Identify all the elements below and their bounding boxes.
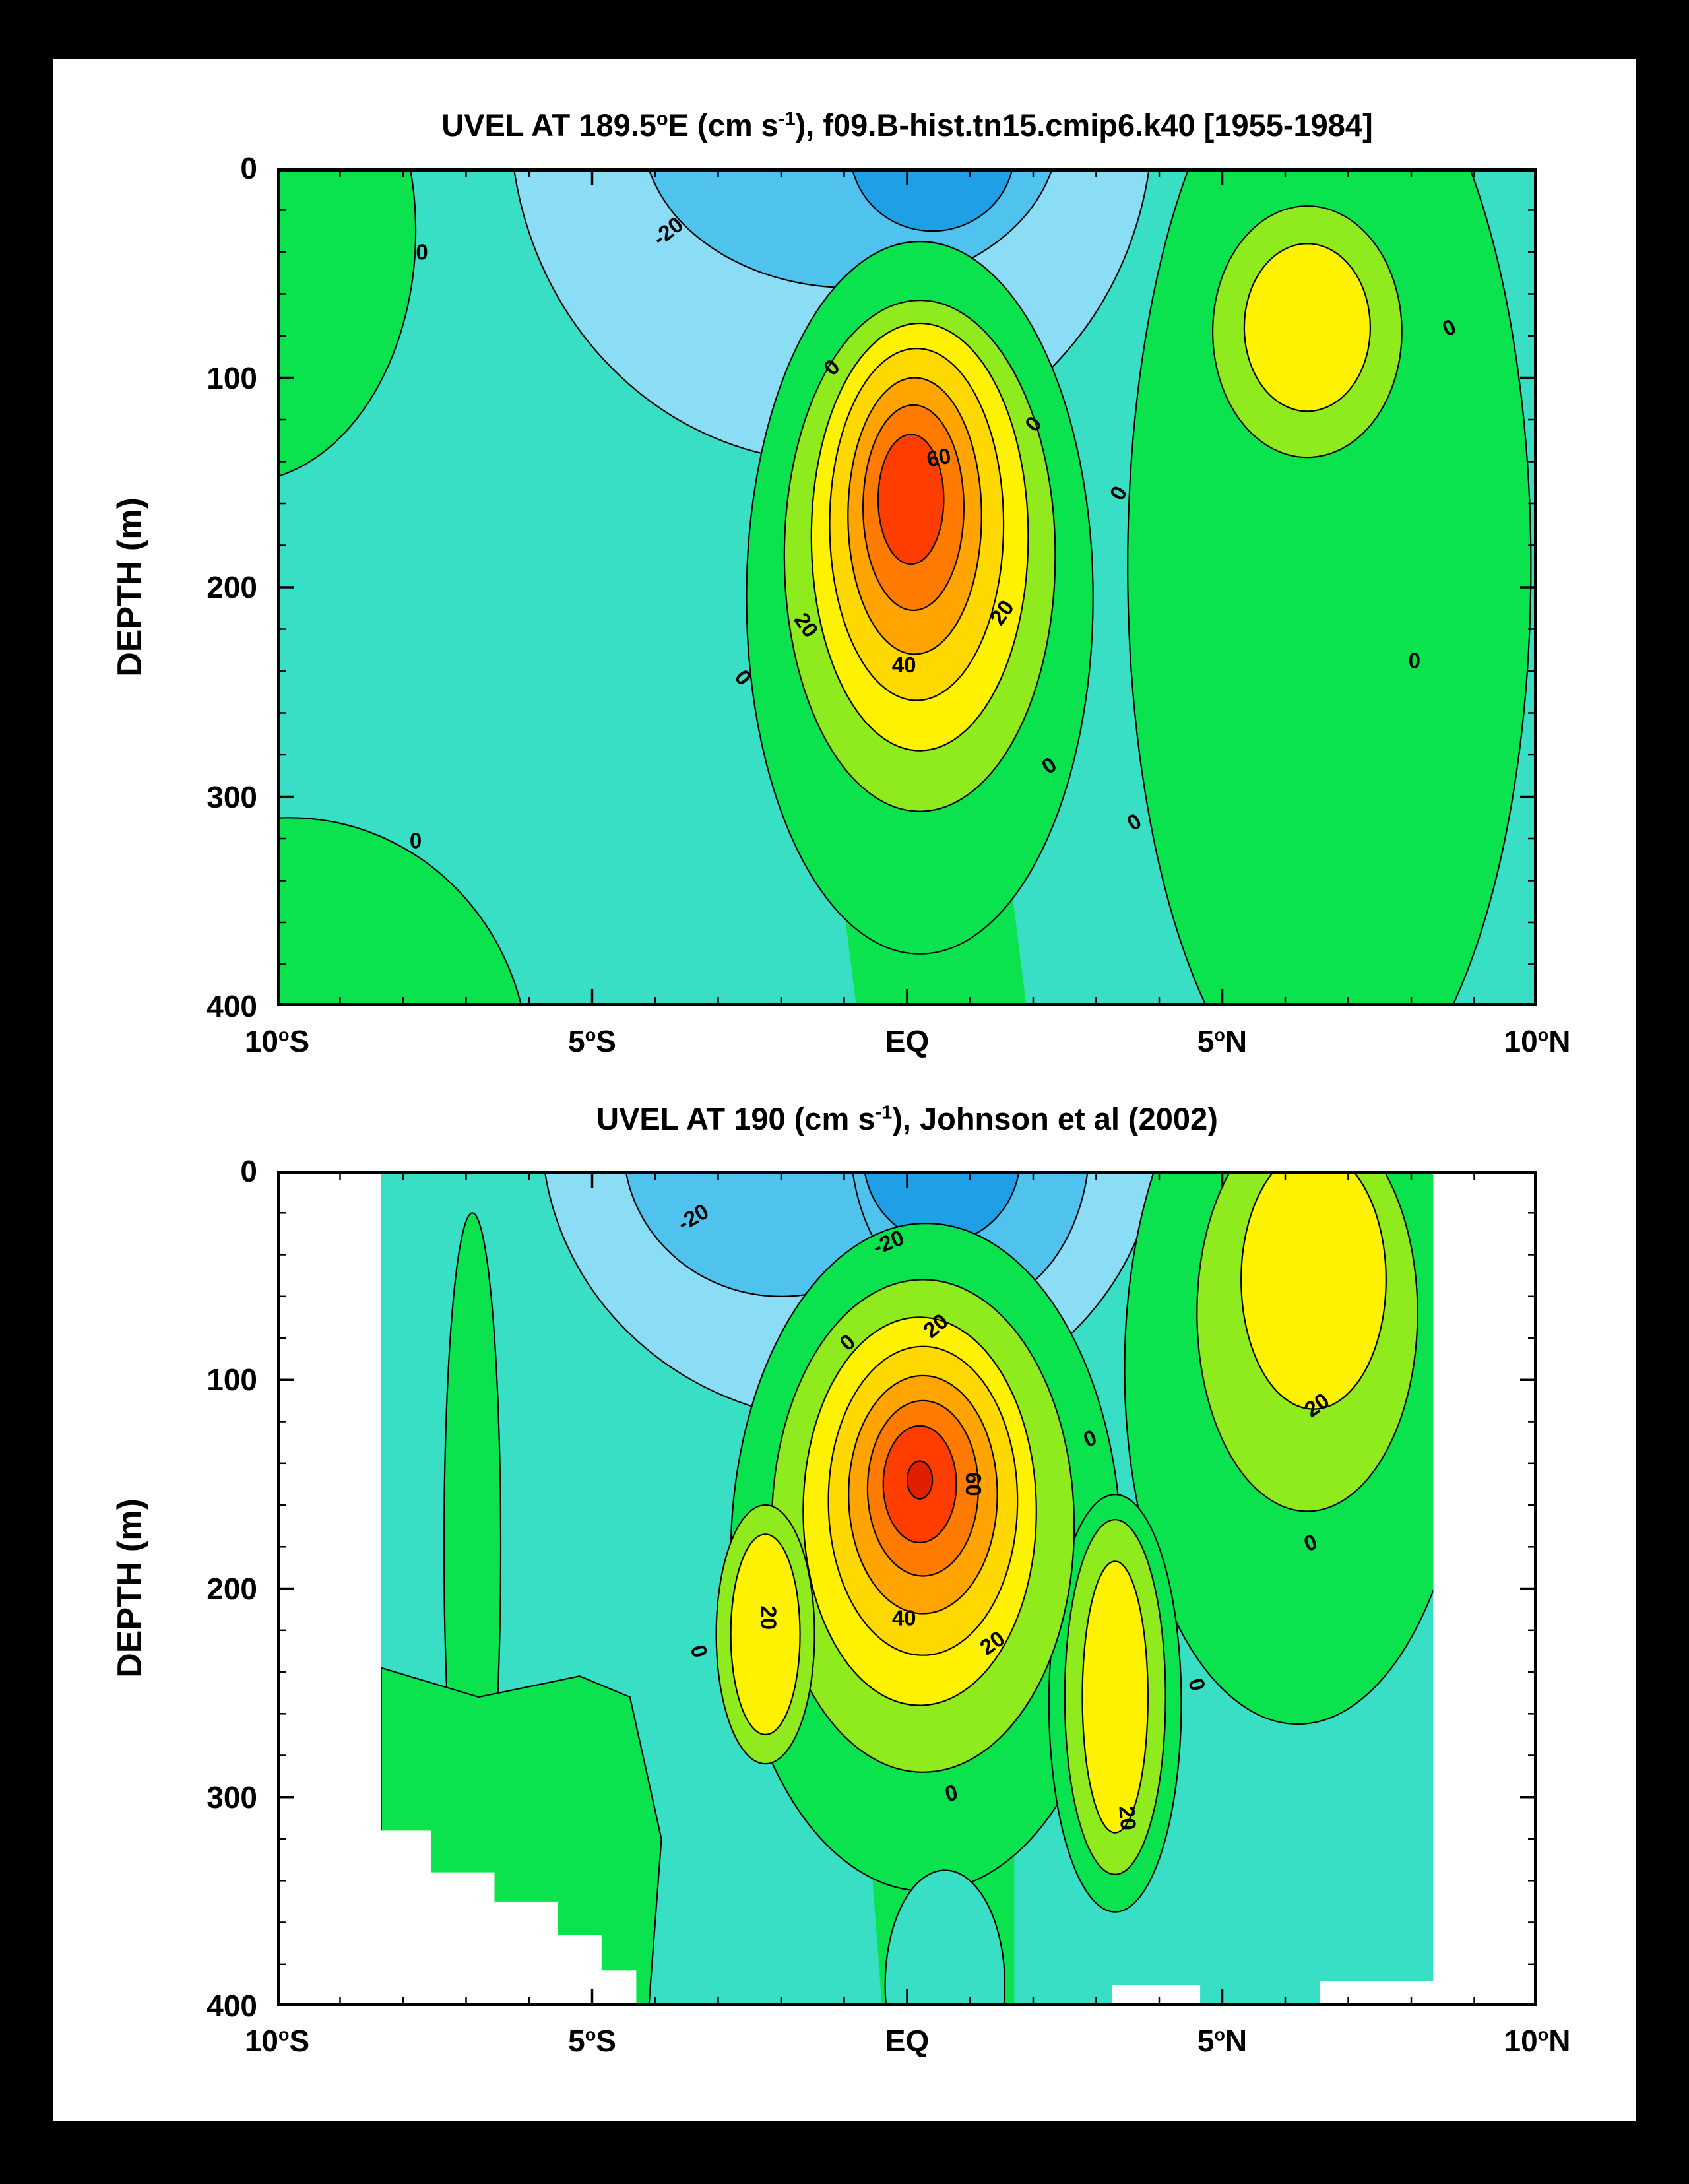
title-part: -1 — [875, 1102, 893, 1124]
y-tick-label: 200 — [207, 570, 257, 604]
x-tick-label: 5oN — [1197, 2024, 1248, 2058]
y-tick-label: 400 — [207, 989, 257, 1023]
title-part: ), f09.B-hist.tn15.cmip6.k40 [1955-1984] — [795, 108, 1373, 143]
x-tick-label: 5oN — [1197, 1024, 1248, 1058]
model-contour-plot: 0 -20 0 0 60 0 20 40 20 0 0 0 0 0 0 — [276, 167, 1539, 1010]
title-part: E (cm s — [668, 108, 779, 143]
x-tick-label: 10oS — [244, 1024, 310, 1058]
title-part: UVEL AT 189.5 — [441, 108, 656, 143]
degree-superscript: o — [1537, 2024, 1549, 2045]
depth-axis-title-top: DEPTH (m) — [111, 498, 149, 677]
contour-fill — [1433, 1171, 1537, 2006]
contour-label: 0 — [416, 240, 428, 265]
contour-fill — [884, 1869, 1006, 2006]
contour-label: 0 — [1409, 649, 1420, 673]
x-tick-label: 10oN — [1504, 1024, 1571, 1058]
x-tick-label: 10oS — [244, 2024, 310, 2058]
model-panel-title: UVEL AT 189.5oE (cm s-1), f09.B-hist.tn1… — [277, 107, 1537, 143]
degree-superscript: o — [1214, 1025, 1225, 1045]
contour-fill — [277, 817, 523, 1006]
y-tick-label: 100 — [207, 1363, 257, 1397]
x-tick-label: EQ — [885, 1024, 930, 1058]
contour-fill — [1320, 1981, 1437, 2006]
x-tick-label: EQ — [885, 2024, 930, 2058]
contour-fill — [1240, 1171, 1387, 1410]
contour-fill — [906, 1460, 934, 1500]
contour-fill — [1081, 1560, 1149, 1834]
y-tick-label: 300 — [207, 779, 257, 814]
y-tick-label: 200 — [207, 1571, 257, 1606]
plot-canvas: UVEL AT 189.5oE (cm s-1), f09.B-hist.tn1… — [53, 59, 1636, 2121]
contour-fill — [877, 434, 945, 565]
y-tick-label: 100 — [207, 360, 257, 395]
degree-superscript: o — [1214, 2024, 1225, 2045]
degree-superscript: o — [585, 1025, 596, 1045]
contour-label: 20 — [756, 1605, 781, 1630]
title-part: o — [656, 108, 668, 130]
x-tick-label: 5oS — [568, 1024, 616, 1058]
contour-label: 60 — [961, 1472, 986, 1496]
contour-fill — [730, 1533, 801, 1735]
title-part: ), Johnson et al (2002) — [892, 1101, 1218, 1136]
x-tick-label: 5oS — [568, 2024, 616, 2058]
degree-superscript: o — [1537, 1025, 1549, 1045]
contour-label: 60 — [925, 443, 953, 472]
y-tick-label: 400 — [207, 1989, 257, 2023]
depth-axis-title-bottom: DEPTH (m) — [111, 1498, 149, 1678]
y-tick-label: 0 — [240, 151, 257, 185]
contour-label: 20 — [1114, 1805, 1141, 1831]
contour-fill — [1243, 243, 1372, 412]
plot-frame — [277, 168, 1537, 1006]
contour-fill — [851, 168, 1013, 232]
x-tick-label: 10oN — [1504, 2024, 1571, 2058]
degree-superscript: o — [585, 2024, 596, 2045]
degree-superscript: o — [278, 1025, 290, 1045]
contour-label: 0 — [410, 829, 422, 853]
contour-label: 40 — [892, 1605, 916, 1630]
contour-fill — [1112, 1985, 1201, 2006]
contour-fill — [377, 1830, 637, 2006]
y-tick-label: 0 — [240, 1154, 257, 1188]
contour-fill — [277, 168, 417, 478]
contour-label: 40 — [892, 653, 916, 677]
contour-fill — [277, 1171, 381, 2006]
y-tick-label: 300 — [207, 1780, 257, 1815]
plot-frame — [277, 1171, 1537, 2006]
obs-panel-title: UVEL AT 190 (cm s-1), Johnson et al (200… — [277, 1101, 1537, 1137]
title-part: -1 — [778, 108, 796, 130]
obs-contour-plot: -20 -20 0 20 20 0 60 0 20 40 20 0 0 0 20 — [276, 1170, 1539, 2009]
degree-superscript: o — [278, 2024, 290, 2045]
title-part: UVEL AT 190 (cm s — [596, 1101, 876, 1136]
